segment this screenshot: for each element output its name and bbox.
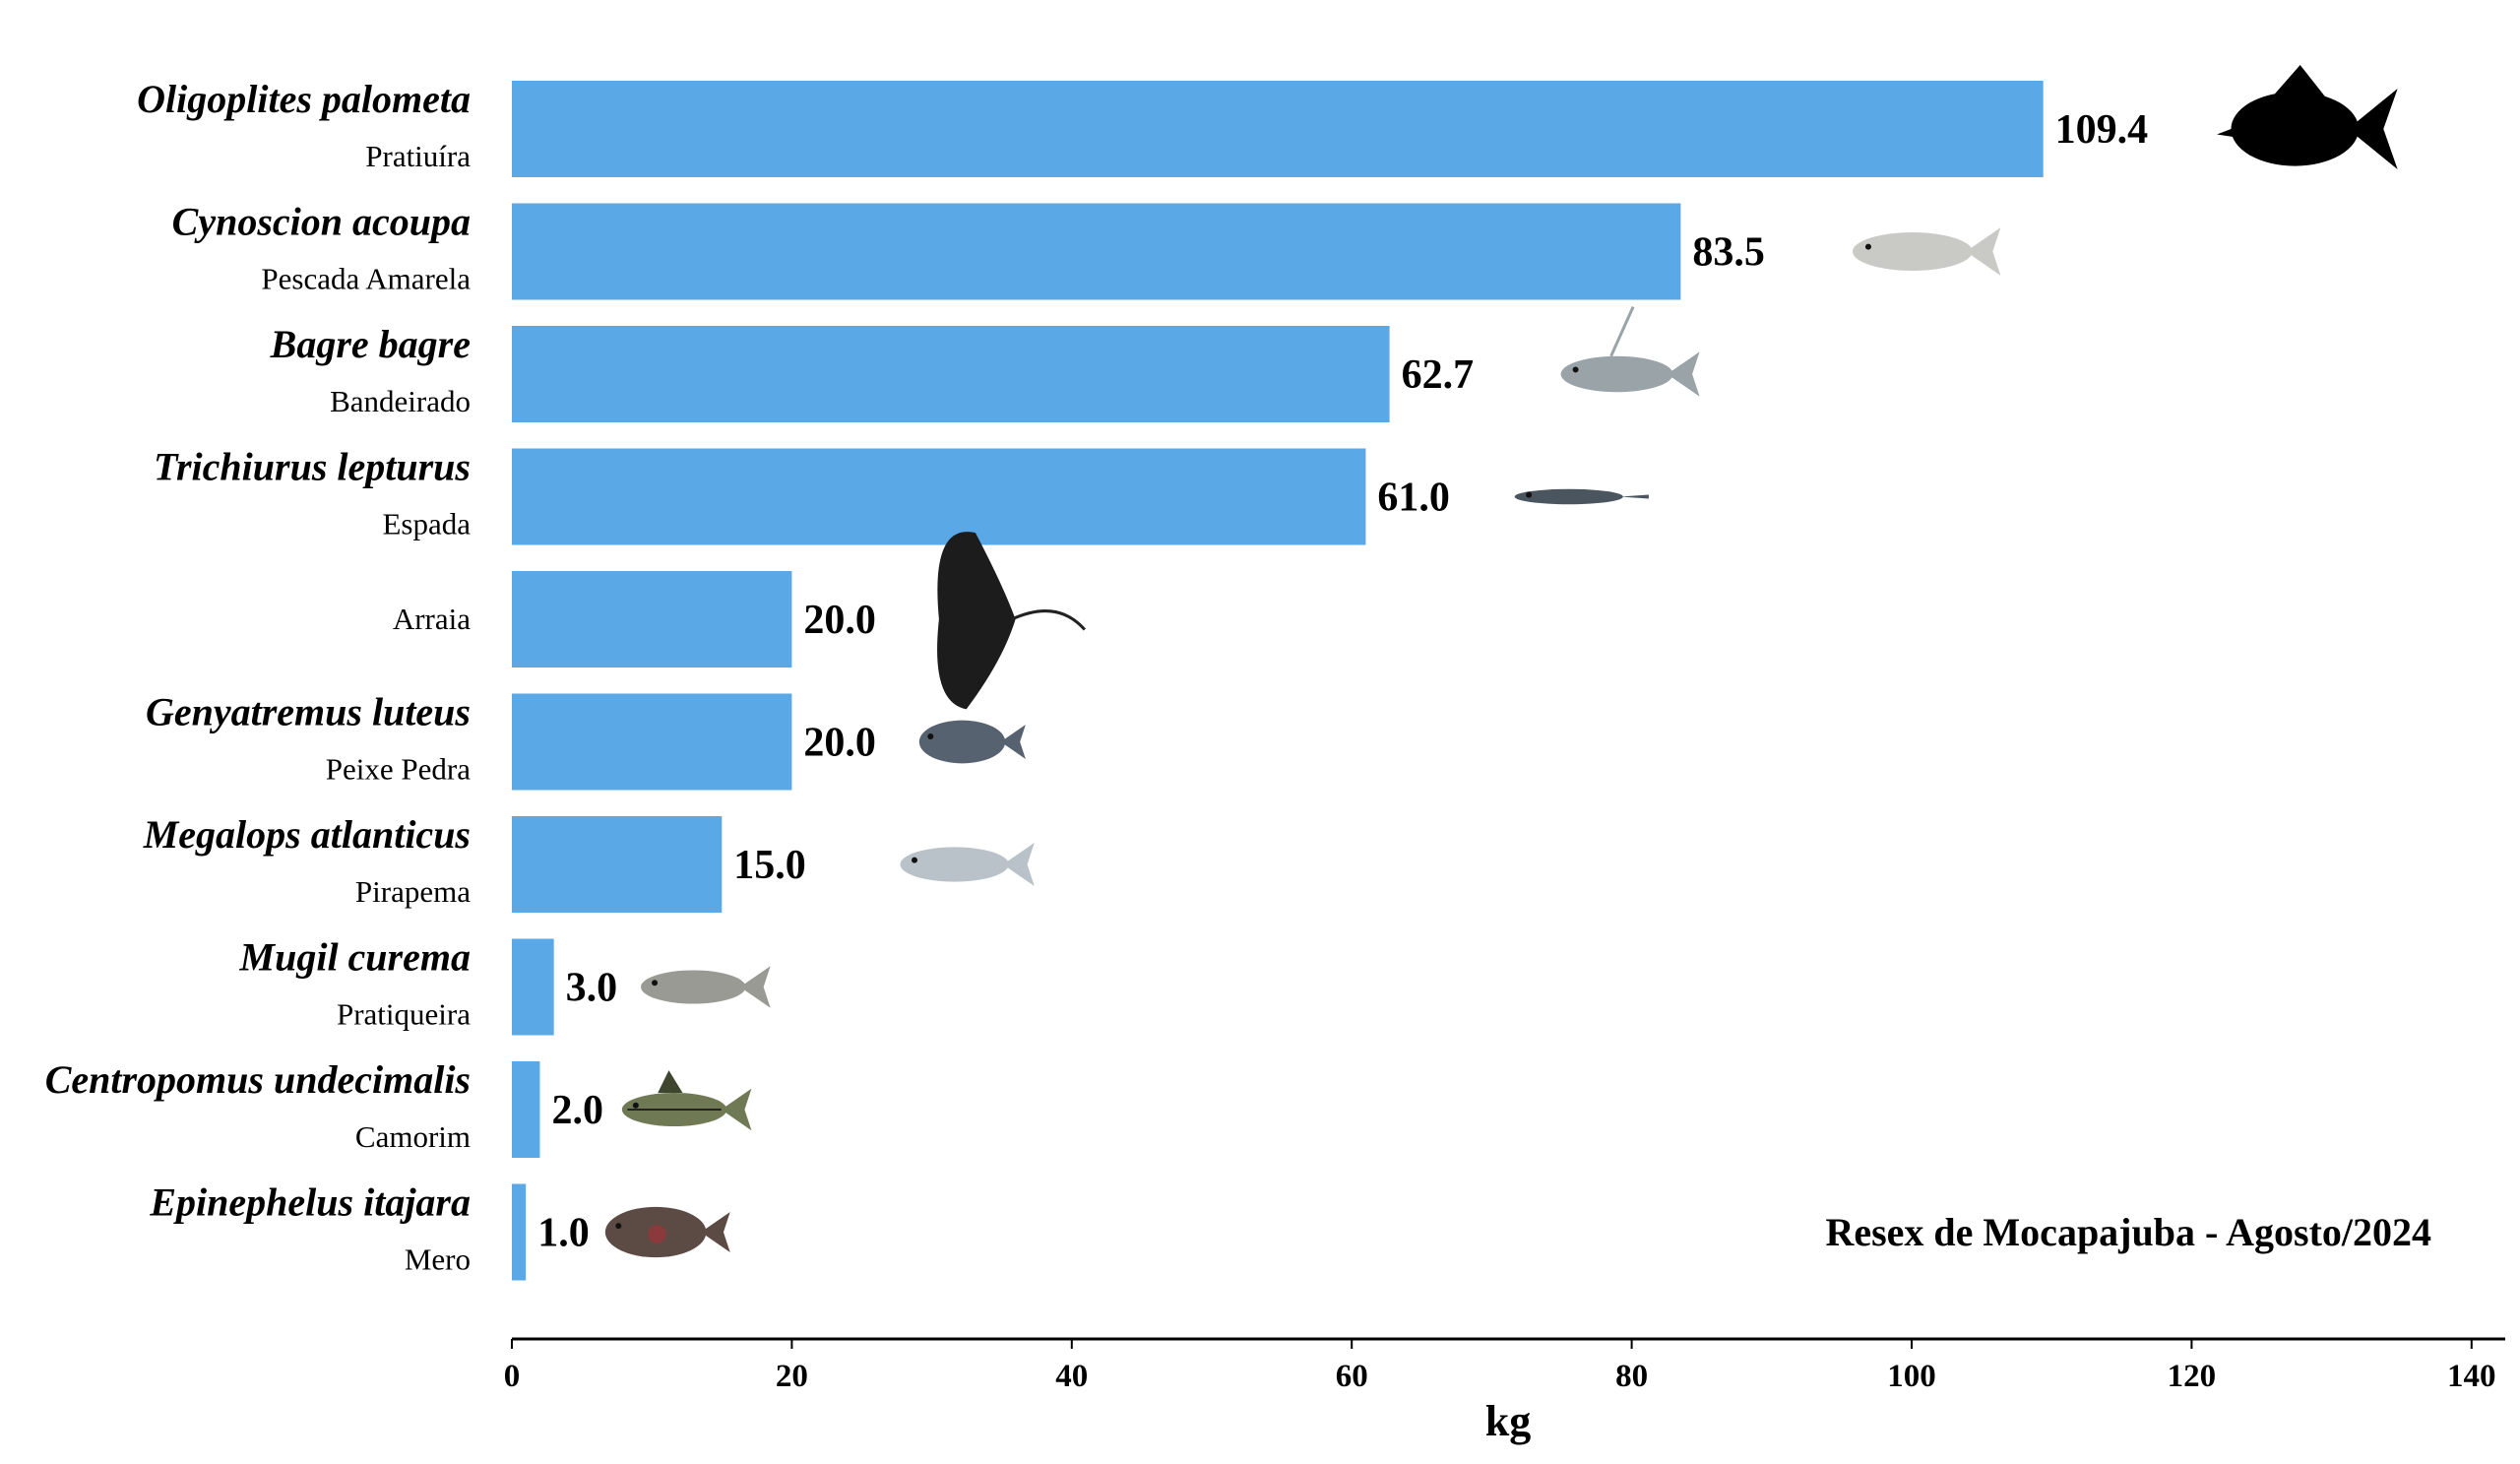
x-tick-label: 0 bbox=[504, 1359, 521, 1394]
species-scientific-name: Trichiurus lepturus bbox=[154, 445, 471, 489]
peixe-pedra-fish-icon bbox=[918, 720, 1026, 764]
espada-ribbonfish-icon bbox=[1514, 488, 1649, 505]
x-tick-label: 60 bbox=[1336, 1359, 1368, 1394]
x-tick-label: 120 bbox=[2168, 1359, 2217, 1394]
pirapema-tarpon-icon bbox=[900, 842, 1035, 887]
value-label: 20.0 bbox=[803, 598, 876, 643]
x-axis: 0 20 40 60 80 100 120 140 bbox=[504, 1337, 2505, 1394]
bar bbox=[512, 693, 792, 791]
species-common-name: Mero bbox=[405, 1242, 471, 1277]
x-tick-label: 100 bbox=[1887, 1359, 1936, 1394]
species-scientific-name: Mugil curema bbox=[239, 935, 471, 980]
category-labels-layer: Oligoplites palometa Pratiuíra Cynoscion a… bbox=[45, 77, 472, 1277]
camorim-snook-icon bbox=[621, 1070, 752, 1131]
value-label: 109.4 bbox=[2055, 107, 2149, 153]
species-scientific-name: Centropomus undecimalis bbox=[45, 1057, 471, 1102]
value-label: 62.7 bbox=[1402, 352, 1475, 398]
value-label: 61.0 bbox=[1377, 476, 1450, 521]
bar bbox=[512, 816, 723, 913]
bandeirado-catfish-icon bbox=[1560, 305, 1700, 397]
fish-icons-layer bbox=[604, 65, 2398, 1258]
pratiuira-fish-icon bbox=[2217, 65, 2398, 170]
chart-annotation: Resex de Mocapajuba - Agosto/2024 bbox=[1825, 1210, 2431, 1254]
value-label: 3.0 bbox=[566, 966, 618, 1011]
species-common-name: Peixe Pedra bbox=[326, 752, 471, 787]
species-scientific-name: Epinephelus itajara bbox=[149, 1180, 471, 1225]
species-common-name: Arraia bbox=[393, 602, 471, 636]
bar bbox=[512, 203, 1681, 300]
mero-grouper-icon bbox=[604, 1206, 730, 1258]
x-axis-label: kg bbox=[1485, 1397, 1531, 1445]
bar bbox=[512, 571, 792, 668]
bar bbox=[512, 1183, 527, 1281]
value-labels-layer: 109.4 83.5 62.7 61.0 20.0 20.0 15.0 3.0 2.0 1.0 bbox=[537, 107, 2148, 1256]
bar bbox=[512, 326, 1390, 422]
value-label: 83.5 bbox=[1692, 230, 1765, 276]
arraia-stingray-icon bbox=[937, 532, 1087, 710]
value-label: 1.0 bbox=[537, 1211, 590, 1256]
species-scientific-name: Megalops atlanticus bbox=[143, 812, 471, 857]
species-common-name: Pratiqueira bbox=[337, 997, 471, 1032]
bars-layer bbox=[512, 81, 2044, 1281]
bar bbox=[512, 1061, 540, 1158]
species-scientific-name: Cynoscion acoupa bbox=[172, 200, 471, 244]
x-tick-label: 80 bbox=[1615, 1359, 1648, 1394]
pescada-amarela-fish-icon bbox=[1852, 227, 2001, 276]
species-common-name: Pirapema bbox=[355, 874, 471, 909]
species-scientific-name: Oligoplites palometa bbox=[137, 77, 471, 121]
x-tick-label: 140 bbox=[2447, 1359, 2496, 1394]
species-common-name: Pratiuíra bbox=[365, 139, 471, 173]
value-label: 15.0 bbox=[733, 843, 806, 888]
pratiqueira-mullet-icon bbox=[641, 966, 771, 1008]
species-common-name: Pescada Amarela bbox=[261, 262, 471, 296]
species-common-name: Camorim bbox=[355, 1119, 471, 1154]
value-label: 2.0 bbox=[551, 1088, 603, 1133]
species-scientific-name: Bagre bagre bbox=[270, 322, 471, 366]
species-common-name: Bandeirado bbox=[330, 384, 471, 418]
x-tick-label: 40 bbox=[1055, 1359, 1088, 1394]
species-scientific-name: Genyatremus luteus bbox=[146, 690, 471, 734]
bar bbox=[512, 448, 1366, 545]
bar bbox=[512, 938, 554, 1036]
x-tick-label: 20 bbox=[776, 1359, 808, 1394]
species-common-name: Espada bbox=[382, 507, 471, 541]
value-label: 20.0 bbox=[803, 721, 876, 766]
bar bbox=[512, 81, 2044, 177]
